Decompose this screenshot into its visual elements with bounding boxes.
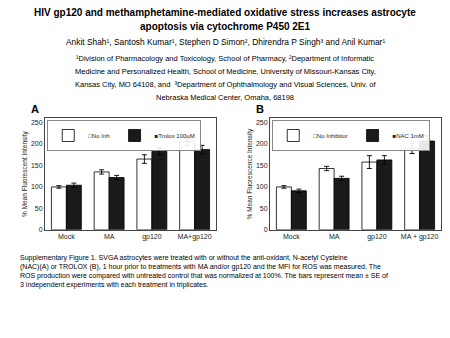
svg-text:50: 50 [35,205,43,212]
svg-text:0: 0 [39,226,43,233]
svg-text:MA + gp120: MA + gp120 [401,233,439,241]
svg-text:50: 50 [260,205,268,212]
svg-text:HIV gp120 and methamphetamine-: HIV gp120 and methamphetamine-mediated o… [34,7,416,18]
svg-text:200: 200 [31,140,43,147]
svg-text:□No Inhibitor: □No Inhibitor [313,133,347,139]
svg-text:gp120: gp120 [367,233,387,241]
svg-text:250: 250 [31,119,43,126]
svg-text:0: 0 [264,226,268,233]
svg-text:100: 100 [31,183,43,190]
svg-text:Ankit Shah¹, Santosh Kumar¹, S: Ankit Shah¹, Santosh Kumar¹, Stephen D S… [66,37,385,47]
svg-text:apoptosis via cytochrome P450: apoptosis via cytochrome P450 2E1 [140,21,311,32]
svg-text:B: B [256,103,264,115]
svg-text:% Mean Fluorescence Intensity: % Mean Fluorescence Intensity [246,128,254,219]
svg-text:MA: MA [329,233,340,240]
svg-text:Mock: Mock [58,233,75,240]
svg-text:150: 150 [31,162,43,169]
svg-text:MA+gp120: MA+gp120 [178,233,212,241]
svg-text:200: 200 [256,140,268,147]
svg-text:Supplementary Figure 1. SVGA a: Supplementary Figure 1. SVGA astrocytes … [20,254,388,289]
svg-text:A: A [31,103,39,115]
svg-text:¹Division of Pharmacology and: ¹Division of Pharmacology and Toxicology… [76,54,374,63]
svg-text:Nebraska Medical Center, Omaha: Nebraska Medical Center, Omaha, 68198 [156,93,294,102]
svg-text:□No Inh: □No Inh [88,133,109,139]
svg-text:gp120: gp120 [142,233,162,241]
svg-text:■Trolox 100uM: ■Trolox 100uM [155,133,195,139]
svg-text:150: 150 [256,162,268,169]
svg-text:% Mean Fluorescent Intensity: % Mean Fluorescent Intensity [21,131,29,217]
svg-text:100: 100 [256,183,268,190]
svg-text:Mock: Mock [283,233,300,240]
svg-text:MA: MA [104,233,115,240]
svg-text:Medicine and Personalized Heal: Medicine and Personalized Health, School… [75,67,376,76]
svg-text:■NAC 1mM: ■NAC 1mM [393,133,424,139]
svg-text:Kansas City, MO 64108, and ³D: Kansas City, MO 64108, and ³Department o… [75,80,376,89]
svg-text:250: 250 [256,119,268,126]
